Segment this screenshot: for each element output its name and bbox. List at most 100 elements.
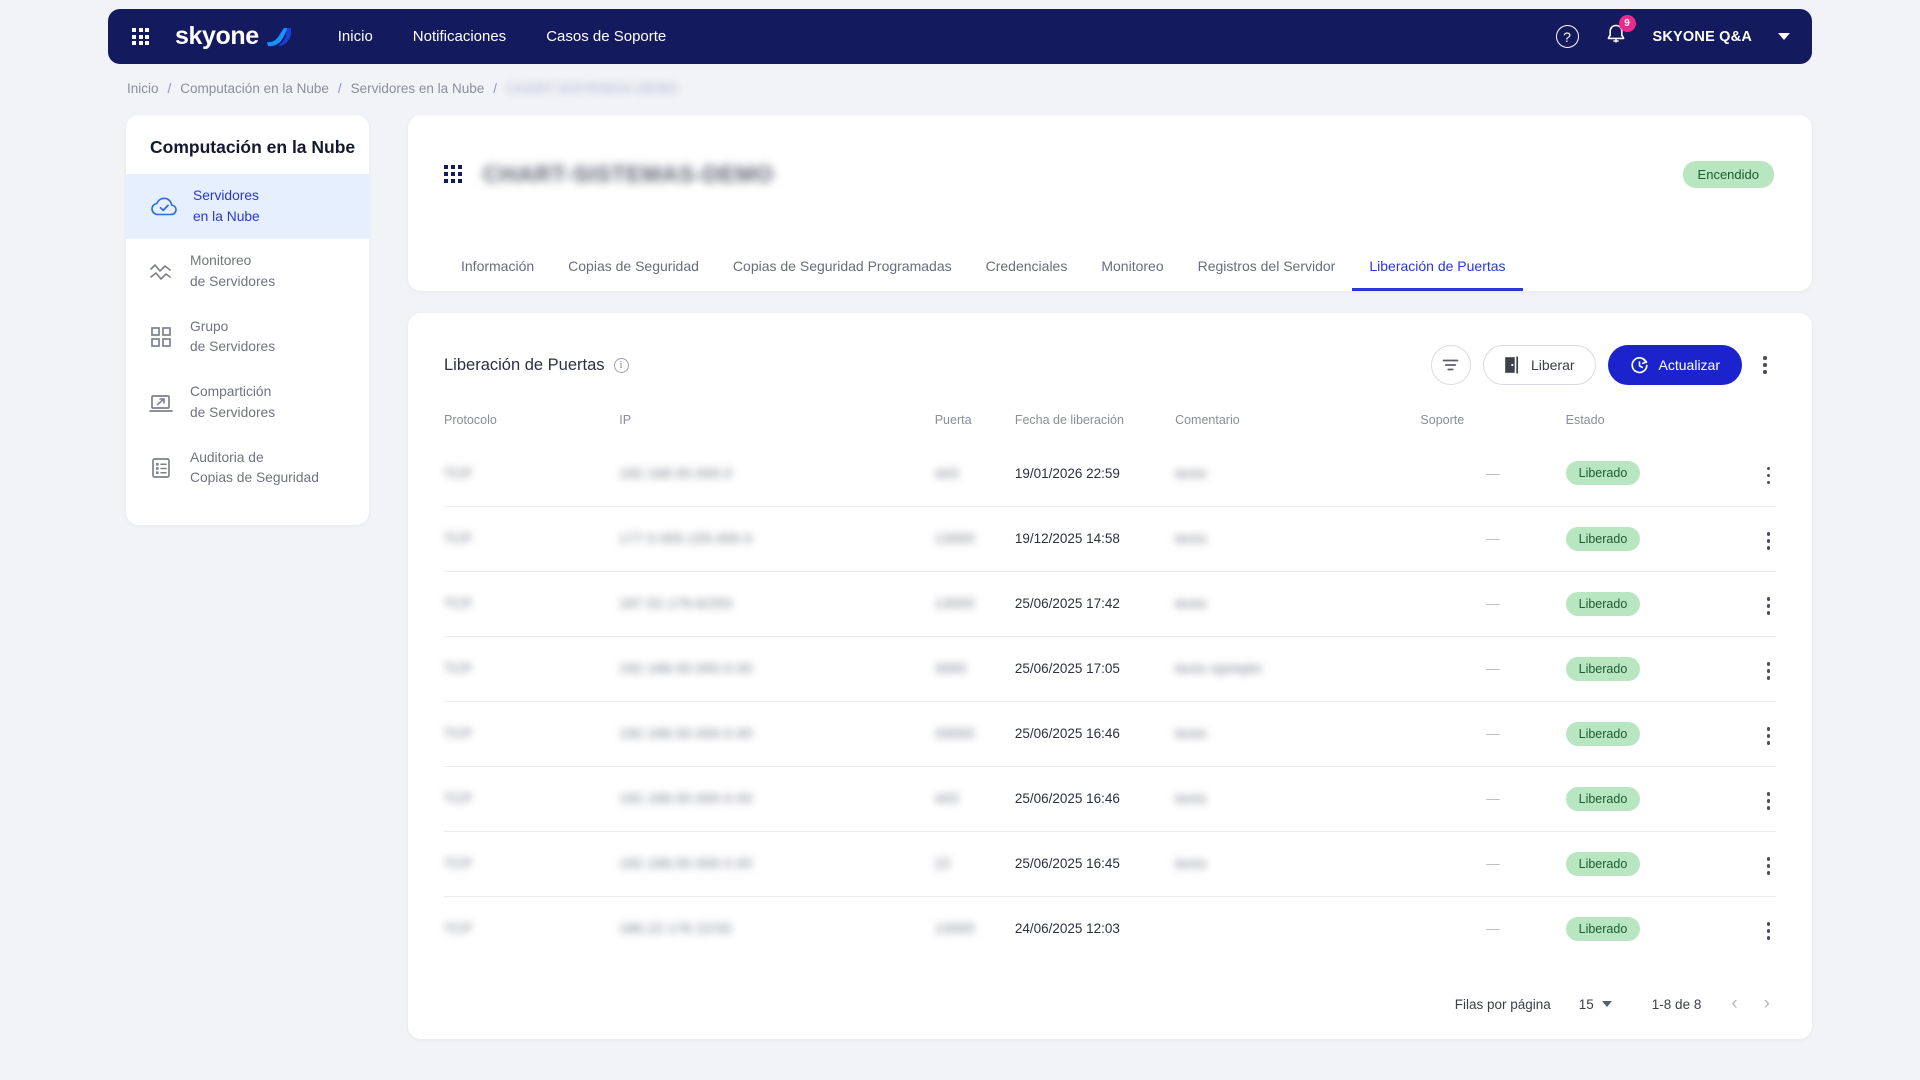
nav-link-notificaciones[interactable]: Notificaciones [412, 28, 507, 45]
cell-soporte: — [1486, 921, 1500, 937]
cell-estado: Liberado [1565, 461, 1641, 486]
cell-soporte: — [1486, 856, 1500, 871]
table-row[interactable]: TCP 192.168.00.000.0.00 33000 25/06/2025… [444, 700, 1777, 766]
sidebar-item-monitoreo-de-servidores[interactable]: Monitoreo de Servidores [126, 239, 369, 304]
col-header-fecha[interactable]: Fecha de liberación [1014, 413, 1124, 427]
panel-more-menu-icon[interactable] [1754, 352, 1776, 378]
col-header-soporte[interactable]: Soporte [1420, 413, 1465, 427]
cell-puerta: 22 [934, 856, 951, 871]
breadcrumb-item-servidores[interactable]: Servidores en la Nube [350, 81, 485, 96]
table-row[interactable]: TCP 192.168.00.000.0.00 443 25/06/2025 1… [444, 765, 1777, 831]
cell-puerta: 3000 [934, 661, 967, 676]
tab-credenciales[interactable]: Credenciales [985, 258, 1068, 274]
row-more-menu-icon[interactable] [1761, 853, 1777, 879]
col-header-protocolo[interactable]: Protocolo [444, 413, 497, 427]
cell-ip: 192.168.00.000.0.00 [619, 856, 753, 871]
cell-protocolo: TCP [444, 465, 473, 481]
sidebar-item-servidores-en-la-nube[interactable]: Servidores en la Nube [126, 174, 369, 240]
sidebar-item-comparticion-de-servidores[interactable]: Compartición de Servidores [126, 370, 369, 435]
row-more-menu-icon[interactable] [1761, 723, 1777, 749]
breadcrumb-item-inicio[interactable]: Inicio [127, 81, 159, 96]
filter-icon [1443, 359, 1459, 371]
grid-apps-icon [444, 165, 462, 183]
col-header-puerta[interactable]: Puerta [934, 413, 972, 427]
panel-title: Liberación de Puertas [444, 355, 605, 374]
cell-comentario: texto [1175, 465, 1207, 481]
col-header-comentario[interactable]: Comentario [1175, 413, 1240, 427]
cell-protocolo: TCP [444, 791, 473, 806]
rows-per-page-select[interactable]: 15 [1579, 997, 1612, 1012]
cell-fecha: 19/01/2026 22:59 [1014, 465, 1120, 481]
cell-comentario: texto [1175, 726, 1207, 741]
help-circle-icon[interactable]: ? [1555, 25, 1579, 48]
cell-protocolo: TCP [444, 596, 473, 611]
sidebar-item-label: Auditoria de Copias de Seguridad [190, 448, 319, 489]
info-circle-icon[interactable]: i [613, 357, 629, 373]
tab-registros-del-servidor[interactable]: Registros del Servidor [1197, 258, 1336, 274]
row-more-menu-icon[interactable] [1761, 528, 1777, 554]
sidebar-item-grupo-de-servidores[interactable]: Grupo de Servidores [126, 305, 369, 370]
tab-copias-de-seguridad[interactable]: Copias de Seguridad [568, 258, 699, 274]
cell-fecha: 24/06/2025 12:03 [1014, 895, 1176, 961]
cell-ip: 187.52.179.6/253 [619, 596, 733, 611]
ports-table: Protocolo IP Puerta Fecha de liberación … [444, 405, 1776, 961]
table-row[interactable]: TCP 192.168.00.000.0.00 22 25/06/2025 16… [444, 830, 1777, 896]
liberar-button[interactable]: Liberar [1482, 345, 1596, 385]
table-row[interactable]: TCP 192.168.00.000.0.00 3000 25/06/2025 … [444, 635, 1777, 701]
nav-link-inicio[interactable]: Inicio [337, 28, 373, 45]
user-account-name[interactable]: SKYONE Q&A [1652, 28, 1752, 45]
cell-protocolo: TCP [444, 661, 473, 676]
row-more-menu-icon[interactable] [1761, 658, 1777, 684]
brand-logo[interactable]: skyone [175, 22, 292, 51]
grid-squares-icon [148, 324, 174, 350]
cell-ip: 177.0.000.155.000.0 [619, 531, 753, 546]
table-row[interactable]: TCP 187.52.179.6/253 13000 25/06/2025 17… [444, 570, 1777, 636]
sidebar-label-line2: de Servidores [190, 404, 276, 420]
chevron-left-icon[interactable]: ‹ [1731, 993, 1738, 1014]
table-row[interactable]: TCP 177.0.000.155.000.0 13000 19/12/2025… [444, 505, 1777, 571]
table-row[interactable]: TCP 192.168.00.000.0 443 19/01/2026 22:5… [444, 441, 1776, 506]
chevron-right-icon[interactable]: › [1763, 993, 1770, 1014]
row-more-menu-icon[interactable] [1761, 593, 1777, 619]
cell-protocolo: TCP [444, 726, 473, 741]
screen-share-icon [148, 390, 174, 416]
tab-monitoreo[interactable]: Monitoreo [1101, 258, 1164, 274]
liberar-label: Liberar [1530, 357, 1575, 373]
sidebar-label-line1: Auditoria de [190, 449, 264, 465]
notification-badge: 9 [1618, 14, 1636, 32]
sidebar-label-line1: Servidores [193, 188, 259, 203]
ports-table-body: TCP 192.168.00.000.0 443 19/01/2026 22:5… [444, 441, 1776, 961]
actualizar-button[interactable]: Actualizar [1607, 345, 1742, 385]
cell-protocolo: TCP [444, 921, 473, 937]
breadcrumb-item-computacion[interactable]: Computación en la Nube [180, 81, 329, 96]
filter-button[interactable] [1430, 345, 1471, 385]
tab-copias-de-seguridad-programadas[interactable]: Copias de Seguridad Programadas [732, 258, 952, 274]
col-header-estado[interactable]: Estado [1565, 413, 1605, 427]
door-open-icon [1505, 356, 1518, 374]
row-more-menu-icon[interactable] [1761, 463, 1777, 489]
breadcrumb: Inicio / Computación en la Nube / Servid… [127, 81, 679, 96]
nav-link-casos-de-soporte[interactable]: Casos de Soporte [546, 28, 667, 45]
sidebar-item-label: Compartición de Servidores [190, 382, 275, 423]
cell-estado: Liberado [1565, 851, 1641, 876]
sidebar-label-line2: en la Nube [193, 208, 260, 224]
tab-informacion[interactable]: Información [461, 258, 535, 274]
tab-liberacion-de-puertas[interactable]: Liberación de Puertas [1352, 258, 1523, 291]
pagination-range: 1-8 de 8 [1651, 996, 1702, 1012]
cell-soporte: — [1486, 596, 1500, 611]
cell-protocolo: TCP [444, 531, 473, 546]
grid-apps-icon[interactable] [132, 28, 149, 45]
cell-comentario: texto [1175, 856, 1207, 871]
ports-panel: Liberación de Puertas i Li [408, 313, 1812, 1039]
breadcrumb-current: CHART-SISTEMAS-DEMO [505, 81, 679, 96]
sidebar-item-auditoria-copias-de-seguridad[interactable]: Auditoria de Copias de Seguridad [126, 436, 369, 501]
table-row[interactable]: TCP 186.22.176.22/32 13000 24/06/2025 12… [444, 895, 1777, 961]
refresh-clock-icon [1630, 356, 1648, 373]
row-more-menu-icon[interactable] [1761, 918, 1777, 944]
chevron-down-icon[interactable] [1778, 33, 1790, 40]
row-more-menu-icon[interactable] [1761, 788, 1777, 814]
notifications-button[interactable]: 9 [1605, 14, 1636, 51]
top-navbar: skyone Inicio Notificaciones Casos de So… [108, 9, 1812, 64]
col-header-ip[interactable]: IP [619, 413, 632, 427]
